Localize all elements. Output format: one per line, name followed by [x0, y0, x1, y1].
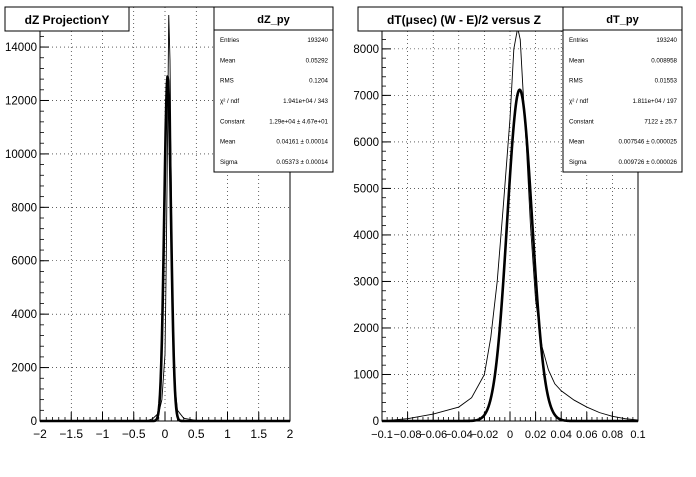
stats-key: Mean — [569, 139, 585, 146]
x-tick-label: −1.5 — [59, 427, 83, 441]
x-tick-label: 0.02 — [525, 429, 546, 441]
y-tick-label: 8000 — [11, 202, 37, 214]
x-tick-label: −0.08 — [394, 429, 422, 441]
stats-value: 0.05373 ± 0.00014 — [276, 159, 328, 166]
y-tick-label: 0 — [31, 416, 37, 428]
x-tick-label: −0.02 — [470, 429, 498, 441]
x-tick-label: 0.5 — [188, 427, 205, 441]
title-box — [357, 6, 571, 32]
stats-value: 0.05292 — [306, 57, 329, 64]
y-tick-label: 14000 — [5, 42, 37, 54]
stats-key: RMS — [220, 78, 234, 85]
x-tick-label: 0.1 — [630, 429, 645, 441]
stats-value: 0.1204 — [309, 78, 328, 85]
x-tick-label: 1 — [224, 427, 231, 441]
y-tick-label: 4000 — [353, 230, 379, 242]
x-tick-label: −0.04 — [445, 429, 473, 441]
x-tick-label: 2 — [287, 427, 294, 441]
stats-value: 0.008958 — [651, 57, 677, 64]
chart-title: dZ ProjectionY — [25, 13, 110, 27]
x-tick-label: −0.5 — [122, 427, 146, 441]
y-tick-label: 1000 — [353, 369, 379, 381]
x-tick-label: −0.06 — [419, 429, 447, 441]
stats-key: RMS — [569, 78, 583, 85]
chart-title: dT(μsec) (W - E)/2 versus Z — [387, 13, 541, 27]
x-tick-label: −2 — [33, 427, 47, 441]
y-tick-label: 3000 — [353, 276, 379, 288]
gaussian-fit-curve — [381, 88, 639, 423]
stats-value: 0.009726 ± 0.000026 — [619, 159, 678, 166]
stats-key: Sigma — [569, 159, 587, 166]
x-tick-label: 0 — [507, 429, 513, 441]
title-box — [4, 6, 130, 32]
histogram-series — [381, 27, 639, 422]
stats-value: 1.811e+04 / 197 — [633, 98, 678, 105]
stats-value: 193240 — [656, 37, 677, 44]
x-tick-label: −1 — [96, 427, 110, 441]
y-tick-label: 6000 — [353, 137, 379, 149]
stats-value: 193240 — [307, 37, 328, 44]
stats-value: 7122 ± 25.7 — [644, 118, 677, 125]
stats-key: χ² / ndf — [220, 98, 239, 105]
stats-key: Mean — [569, 57, 585, 64]
y-tick-label: 8000 — [353, 44, 379, 56]
stats-key: Constant — [220, 118, 245, 125]
stats-frame — [213, 6, 334, 173]
stats-key: Mean — [220, 57, 236, 64]
stats-name: dT_py — [606, 14, 639, 26]
stats-box: dT_py Entries 193240 Mean 0.008958 RMS 0.01553… — [562, 6, 683, 173]
chart-1: −2 −1.5 −1 −0.5 0 0.5 1 1.5 2 0 2000 4000 6000 8000 10… — [4, 6, 334, 441]
stats-box: dZ_py Entries 193240 Mean 0.05292 RMS 0.1204 χ²… — [213, 6, 334, 173]
y-tick-label: 6000 — [11, 256, 37, 268]
y-tick-label: 4000 — [11, 309, 37, 321]
y-tick-label: 12000 — [5, 95, 37, 107]
x-tick-label: 1.5 — [250, 427, 267, 441]
stats-value: 0.01553 — [655, 78, 678, 85]
stats-frame — [562, 6, 683, 173]
stats-key: Entries — [220, 37, 239, 44]
y-tick-label: 0 — [373, 416, 379, 428]
x-tick-label: 0.04 — [550, 429, 571, 441]
stats-key: Mean — [220, 139, 236, 146]
y-tick-label: 5000 — [353, 183, 379, 195]
stats-key: Constant — [569, 118, 594, 125]
y-tick-label: 7000 — [353, 90, 379, 102]
x-tick-label: 0.06 — [576, 429, 597, 441]
stats-value: 0.04161 ± 0.00014 — [276, 139, 328, 146]
chart-2: −0.1 −0.08−0.06−0.04−0.02 0 0.02 0.04 0.06 0.0… — [353, 6, 683, 441]
stats-key: Sigma — [220, 159, 238, 166]
stats-key: χ² / ndf — [569, 98, 588, 105]
stats-value: 1.29e+04 ± 4.67e+01 — [269, 118, 328, 125]
gaussian-fit-curve — [39, 75, 291, 423]
stats-name: dZ_py — [257, 14, 290, 26]
stats-value: 1.941e+04 / 343 — [283, 98, 328, 105]
stats-value: 0.007546 ± 0.000025 — [619, 139, 678, 146]
x-tick-label: 0 — [162, 427, 169, 441]
y-tick-label: 10000 — [5, 149, 37, 161]
y-tick-label: 2000 — [11, 363, 37, 375]
x-tick-label: −0.1 — [371, 429, 393, 441]
y-tick-label: 2000 — [353, 323, 379, 335]
x-tick-label: 0.08 — [602, 429, 623, 441]
stats-key: Entries — [569, 37, 588, 44]
